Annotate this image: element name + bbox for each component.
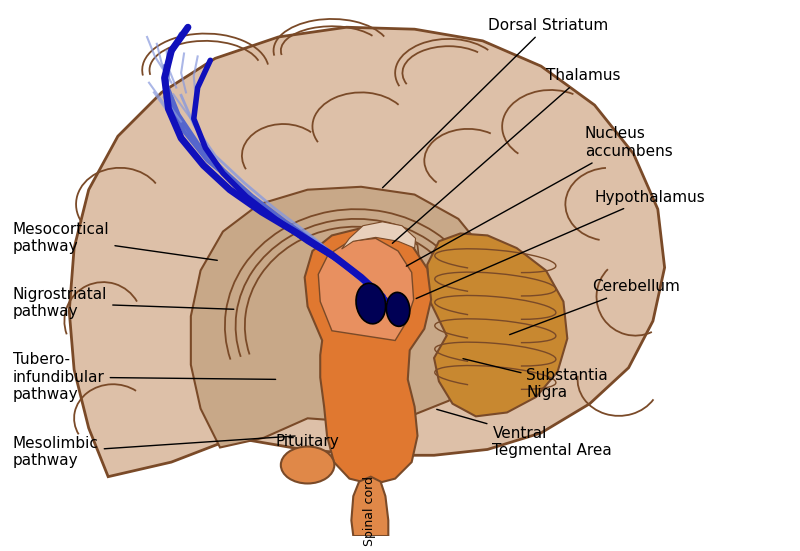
Text: Cerebellum: Cerebellum xyxy=(510,279,681,334)
Text: Mesolimbic
pathway: Mesolimbic pathway xyxy=(13,436,295,468)
Polygon shape xyxy=(351,477,388,536)
Ellipse shape xyxy=(386,293,410,326)
Text: Tubero-
infundibular
pathway: Tubero- infundibular pathway xyxy=(13,352,276,402)
Polygon shape xyxy=(191,187,499,447)
Ellipse shape xyxy=(356,283,386,324)
Text: Spinal cord: Spinal cord xyxy=(363,476,376,545)
Polygon shape xyxy=(305,229,431,484)
Polygon shape xyxy=(346,229,419,287)
Text: Hypothalamus: Hypothalamus xyxy=(416,190,706,299)
Text: Nigrostriatal
pathway: Nigrostriatal pathway xyxy=(13,287,234,320)
Text: Nucleus
accumbens: Nucleus accumbens xyxy=(406,127,673,266)
Text: Thalamus: Thalamus xyxy=(392,68,621,244)
Text: Mesocortical
pathway: Mesocortical pathway xyxy=(13,222,218,260)
Text: Ventral
Tegmental Area: Ventral Tegmental Area xyxy=(437,409,612,458)
Polygon shape xyxy=(342,222,415,249)
Polygon shape xyxy=(318,239,414,341)
Polygon shape xyxy=(427,234,567,417)
Text: Pituitary: Pituitary xyxy=(276,434,339,450)
Polygon shape xyxy=(70,27,665,477)
Text: Dorsal Striatum: Dorsal Striatum xyxy=(382,18,608,188)
Text: Substantia
Nigra: Substantia Nigra xyxy=(463,359,608,400)
Ellipse shape xyxy=(281,446,334,483)
